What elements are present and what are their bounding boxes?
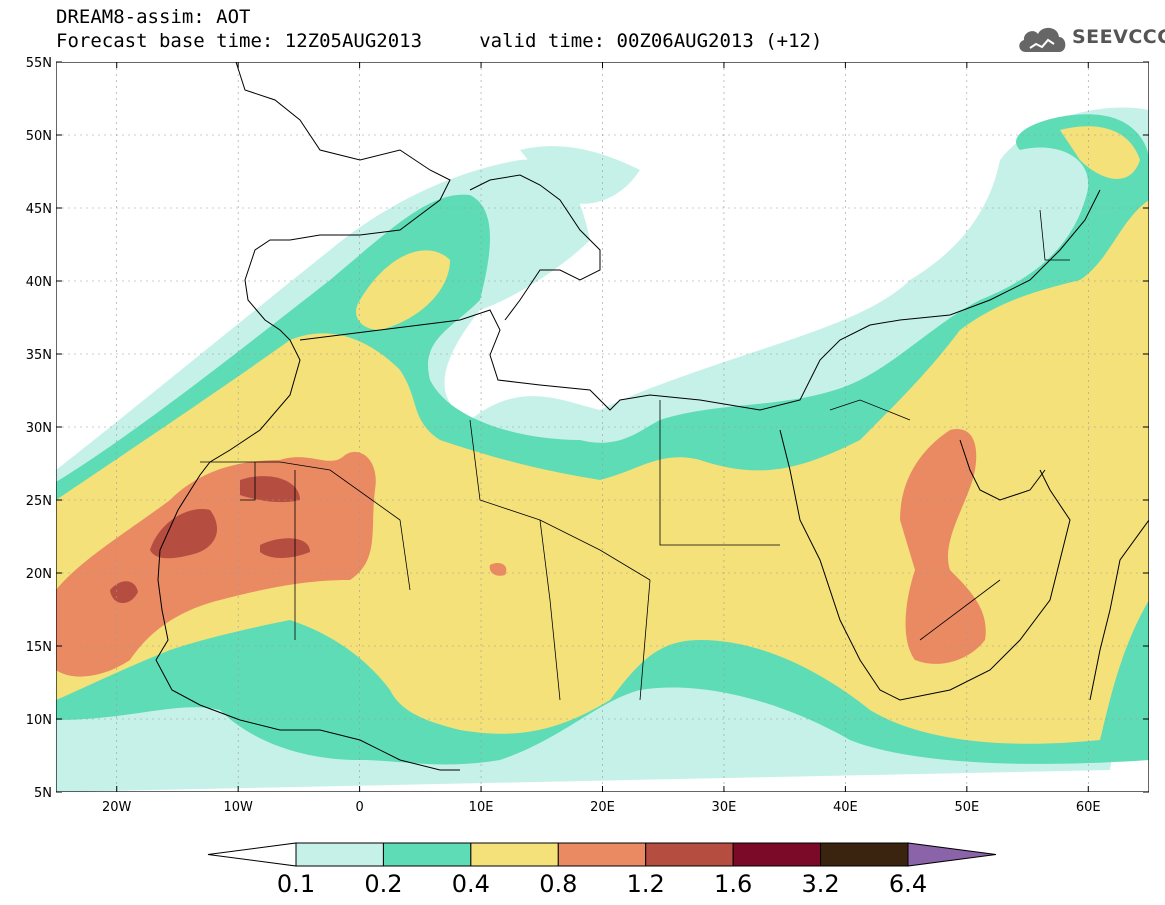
lon-label-2: 0 <box>355 800 363 815</box>
colorbar-box-6 <box>820 842 909 867</box>
colorbar-box-2 <box>470 842 559 867</box>
latitude-axis: 5N 10N 15N 20N 25N 30N 35N 40N 45N 50N 55N <box>26 56 1149 801</box>
colorbar-under-triangle <box>207 842 297 867</box>
colorbar-label-5: 1.6 <box>714 870 753 898</box>
lat-label-8: 45N <box>26 202 52 217</box>
lat-label-0: 5N <box>34 786 52 801</box>
lon-label-0: 20W <box>102 800 132 815</box>
colorbar-box-4 <box>645 842 734 867</box>
colorbar-label-2: 0.4 <box>451 870 490 898</box>
lat-label-7: 40N <box>26 275 52 290</box>
colorbar-box-3 <box>557 842 647 867</box>
cloud-icon <box>1019 27 1066 52</box>
map-title: DREAM8-assim: AOT <box>56 6 251 28</box>
lat-label-10: 55N <box>26 56 52 71</box>
lon-label-5: 30E <box>712 800 737 815</box>
colorbar-label-6: 3.2 <box>801 870 840 898</box>
coastlines <box>155 62 1149 771</box>
lat-label-3: 20N <box>26 567 52 582</box>
longitude-axis: 20W 10W 0 10E 20E 30E 40E 50E 60E <box>102 62 1101 815</box>
lon-label-7: 50E <box>954 800 979 815</box>
forecast-times: Forecast base time: 12Z05AUG2013 valid t… <box>56 30 823 52</box>
colorbar-label-3: 0.8 <box>539 870 578 898</box>
lon-label-4: 20E <box>590 800 615 815</box>
lat-label-2: 15N <box>26 640 52 655</box>
colorbar-label-7: 6.4 <box>888 870 928 898</box>
lat-label-1: 10N <box>26 713 52 728</box>
lon-label-8: 60E <box>1076 800 1101 815</box>
lat-label-9: 50N <box>26 129 52 144</box>
colorbar-box-0 <box>295 842 384 867</box>
colorbar-box-5 <box>732 842 822 867</box>
seevccc-logo: SEEVCCC <box>1016 22 1165 58</box>
lat-label-6: 35N <box>26 348 52 363</box>
colorbar-label-0: 0.1 <box>276 870 316 898</box>
lat-label-5: 30N <box>26 421 52 436</box>
graticule <box>56 62 1149 792</box>
lat-label-4: 25N <box>26 494 52 509</box>
colorbar-label-1: 0.2 <box>364 870 403 898</box>
colorbar-over-triangle <box>907 842 997 867</box>
lon-label-1: 10W <box>223 800 253 815</box>
political-borders <box>200 209 1070 701</box>
colorbar-label-4: 1.2 <box>626 870 665 898</box>
lon-label-6: 40E <box>833 800 858 815</box>
colorbar-box-1 <box>382 842 472 867</box>
colorbar <box>207 842 997 867</box>
lon-label-3: 10E <box>469 800 494 815</box>
logo-text: SEEVCCC <box>1072 26 1165 48</box>
aot-band-0.8 <box>56 429 986 677</box>
